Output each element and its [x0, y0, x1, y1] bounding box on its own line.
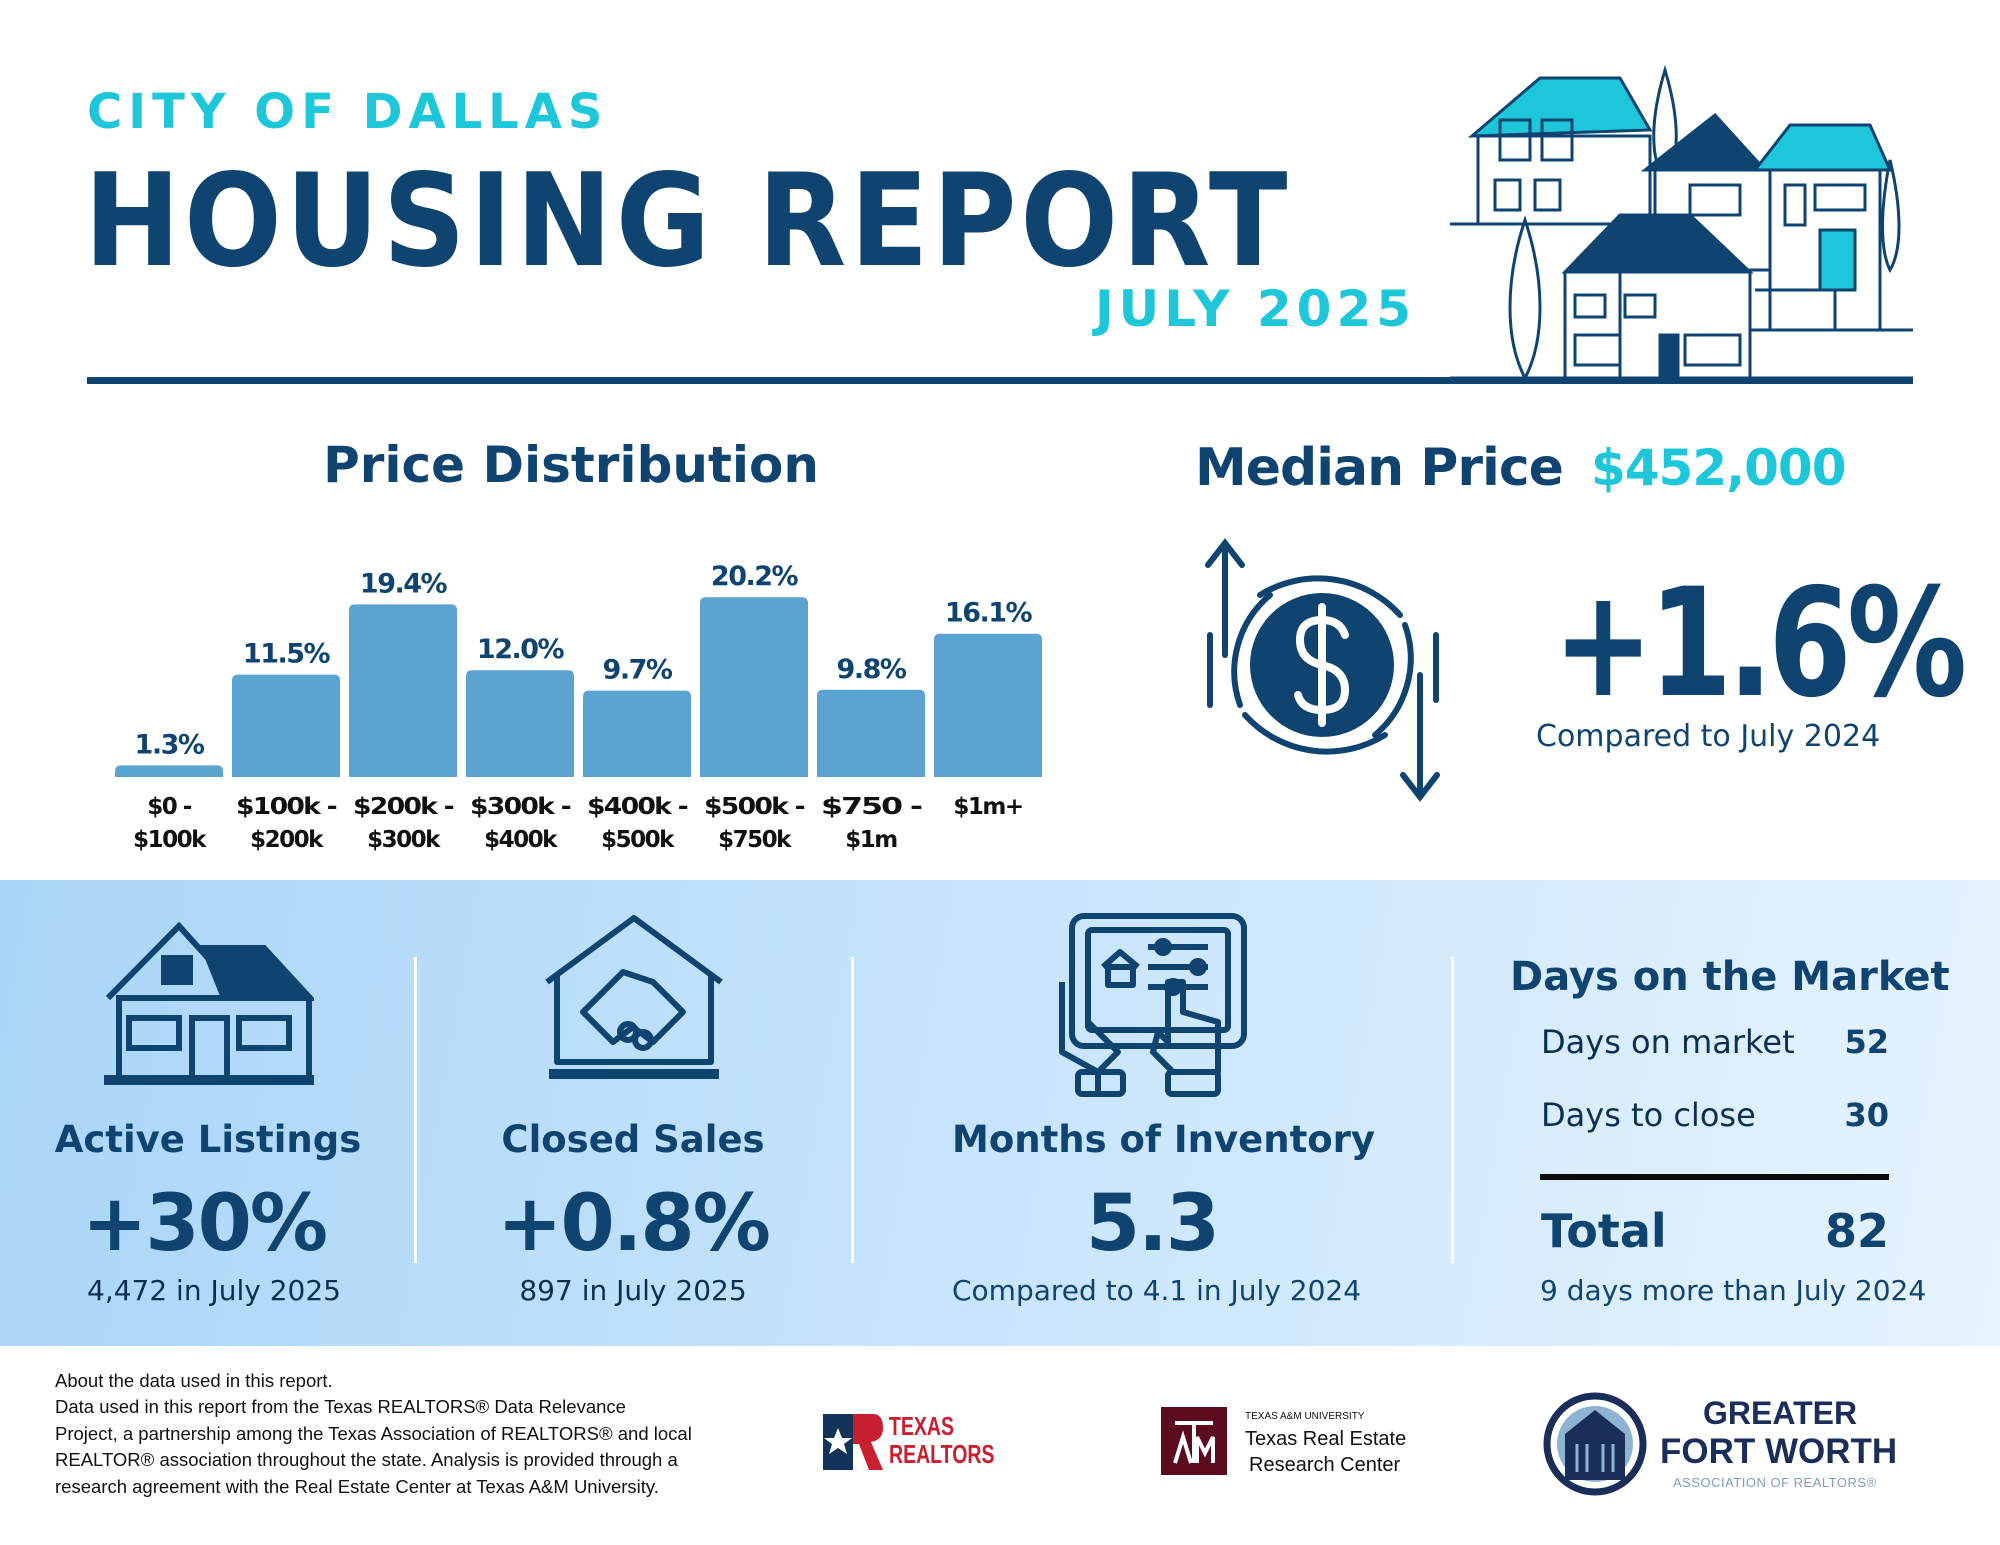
tamu-small: TEXAS A&M UNIVERSITY: [1245, 1411, 1365, 1422]
days-on-market-title: Days on the Market: [1510, 954, 1950, 1000]
dom-divider: [1540, 1174, 1889, 1180]
tamu-logo: TEXAS A&M UNIVERSITY Texas Real Estate R…: [1161, 1407, 1421, 1477]
chart-category-label: $100k -: [236, 794, 337, 820]
gfw-line1: GREATER: [1703, 1395, 1858, 1431]
median-price-comparison: Compared to July 2024: [1536, 719, 1881, 754]
chart-category-label: $400k -: [587, 794, 688, 820]
stats-divider: [414, 957, 417, 1263]
texas-realtors-logo: TEXAS REALTORS: [823, 1412, 1013, 1470]
stats-band: [0, 880, 2000, 1346]
chart-data-label: 9.7%: [603, 655, 673, 686]
chart-category-label: $200k: [250, 827, 324, 853]
chart-category-label: $100k: [133, 827, 207, 853]
report-month: JULY 2025: [1095, 280, 1417, 338]
median-price-label: Median Price: [1195, 438, 1564, 498]
chart-bar: [583, 690, 691, 777]
footer-line: research agreement with the Real Estate …: [55, 1475, 659, 1497]
texas-realtors-text: REALTORS: [889, 1439, 995, 1469]
gfw-logo: GREATER FORT WORTH ASSOCIATION OF REALTO…: [1543, 1392, 1923, 1497]
gfw-emblem-icon: [1543, 1392, 1647, 1496]
houses-illustration-icon: [1450, 64, 1913, 382]
handshake-house-icon: [545, 915, 723, 1079]
gfw-line2: FORT WORTH: [1660, 1432, 1898, 1471]
chart-category-label: $300k: [367, 827, 441, 853]
dom-row-label: Days on market: [1541, 1023, 1795, 1061]
chart-bar: [115, 765, 223, 777]
chart-category-label: $750k: [718, 827, 792, 853]
dom-row-value: 30: [1844, 1096, 1889, 1134]
chart-data-label: 9.8%: [837, 654, 907, 685]
stat-title-active-listings: Active Listings: [54, 1118, 362, 1161]
footer-disclaimer: About the data used in this report. Data…: [55, 1368, 775, 1500]
chart-category-label: $0 -: [147, 794, 192, 820]
chart-bar: [700, 597, 808, 777]
stats-divider: [1451, 957, 1454, 1263]
chart-data-label: 19.4%: [360, 568, 448, 599]
stat-title-closed-sales: Closed Sales: [501, 1118, 765, 1161]
chart-category-label: $200k -: [353, 794, 454, 820]
stat-value-active-listings: +30%: [81, 1179, 328, 1269]
gfw-line3: ASSOCIATION OF REALTORS®: [1673, 1475, 1877, 1490]
dom-total-value: 82: [1824, 1204, 1889, 1258]
dom-row-value: 52: [1844, 1023, 1889, 1061]
stat-sub-months-inventory: Compared to 4.1 in July 2024: [952, 1274, 1362, 1307]
chart-data-label: 1.3%: [135, 729, 205, 760]
price-distribution-title: Price Distribution: [323, 436, 819, 494]
footer-line: Data used in this report from the Texas …: [55, 1396, 626, 1418]
texas-realtors-mark-icon: [823, 1414, 883, 1470]
chart-data-label: 11.5%: [243, 639, 331, 670]
chart-data-label: 16.1%: [945, 598, 1033, 629]
stat-value-months-inventory: 5.3: [1085, 1179, 1220, 1269]
report-title: HOUSING REPORT: [84, 147, 1292, 296]
chart-category-label: $300k -: [470, 794, 571, 820]
dom-total: Total 82: [1541, 1206, 1889, 1257]
city-label: CITY OF DALLAS: [87, 84, 609, 140]
chart-category-label: $400k: [484, 827, 558, 853]
footer-line: Project, a partnership among the Texas A…: [55, 1422, 692, 1444]
dom-total-label: Total: [1541, 1204, 1667, 1258]
stat-value-closed-sales: +0.8%: [497, 1179, 771, 1269]
header-divider: [87, 377, 1913, 384]
chart-category-label: $1m+: [953, 794, 1022, 820]
footer-line: REALTOR® association throughout the stat…: [55, 1449, 678, 1471]
house-icon: [104, 921, 314, 1085]
dom-row-label: Days to close: [1541, 1096, 1756, 1134]
chart-bar: [466, 670, 574, 777]
dom-comparison: 9 days more than July 2024: [1540, 1274, 1927, 1307]
chart-category-label: $750 -: [821, 794, 922, 820]
tamu-line2: Research Center: [1249, 1454, 1401, 1476]
footer-line: About the data used in this report.: [55, 1370, 333, 1391]
price-distribution-chart: 1.3% $0 - $100k 11.5% $100k - $200k 19.4% $200k…: [115, 561, 1042, 853]
chart-bar: [349, 604, 457, 777]
tablet-icon: [1059, 913, 1247, 1097]
median-price-value: $452,000: [1590, 439, 1847, 497]
stat-sub-closed-sales: 897 in July 2025: [519, 1274, 747, 1307]
dollar-cycle-icon: [1205, 538, 1440, 802]
tamu-line1: Texas Real Estate: [1245, 1428, 1407, 1450]
stats-divider: [851, 957, 854, 1263]
stat-title-months-inventory: Months of Inventory: [952, 1118, 1376, 1161]
tamu-mark-icon: [1161, 1407, 1227, 1475]
dom-row: Days on market 52: [1541, 1023, 1889, 1061]
stat-sub-active-listings: 4,472 in July 2025: [87, 1274, 341, 1307]
chart-category-label: $1m: [845, 827, 897, 853]
chart-data-label: 12.0%: [477, 634, 565, 665]
chart-bar: [934, 633, 1042, 777]
chart-category-label: $500k: [601, 827, 675, 853]
texas-realtors-text: TEXAS: [889, 1411, 955, 1441]
median-price-header: Median Price $452,000: [1195, 438, 1985, 498]
median-price-change: +1.6%: [1553, 557, 1967, 731]
chart-data-label: 20.2%: [711, 561, 799, 592]
dom-row: Days to close 30: [1541, 1096, 1889, 1134]
chart-category-label: $500k -: [704, 794, 805, 820]
chart-bar: [232, 674, 340, 777]
chart-bar: [817, 689, 925, 777]
